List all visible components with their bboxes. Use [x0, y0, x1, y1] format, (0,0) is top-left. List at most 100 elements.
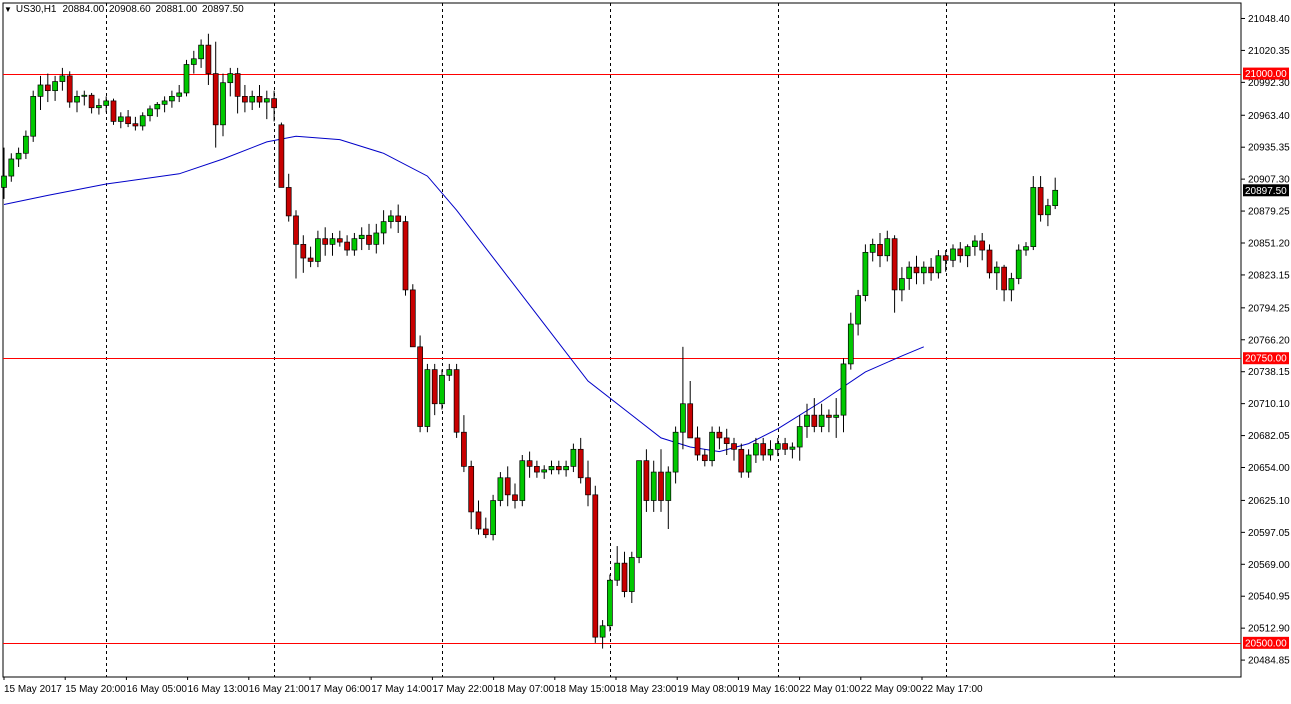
- candle-body: [972, 240, 978, 247]
- candle-body: [490, 500, 496, 536]
- x-tick-label: 18 May 23:00: [616, 684, 677, 695]
- low-value: 20881.00: [155, 4, 198, 15]
- candle-body: [753, 443, 759, 456]
- candle-body: [716, 431, 723, 439]
- candle-body: [789, 446, 796, 450]
- candle-body: [139, 115, 146, 127]
- y-tick-label: 20907.30: [1248, 175, 1290, 186]
- x-tick-label: 18 May 15:00: [555, 684, 616, 695]
- candle-body: [950, 248, 956, 261]
- candle-body: [431, 369, 438, 405]
- open-value: 20884.00: [62, 4, 105, 15]
- candle-body: [563, 466, 569, 471]
- candle-body: [409, 289, 416, 348]
- candle-body: [278, 124, 285, 188]
- y-tick-label: 20682.05: [1248, 431, 1290, 442]
- candle-body: [329, 238, 336, 245]
- candle-body: [833, 414, 840, 418]
- candle-body: [315, 238, 321, 262]
- candle-body: [621, 562, 628, 592]
- candles-group: [1, 33, 1059, 649]
- candle-body: [44, 84, 51, 92]
- x-tick-label: 15 May 20:00: [65, 684, 126, 695]
- y-tick-label: 20597.05: [1248, 528, 1290, 539]
- candle-body: [424, 369, 431, 427]
- candle-body: [446, 369, 453, 376]
- candle-body: [796, 426, 803, 448]
- y-tick-label: 21020.35: [1248, 46, 1290, 57]
- chart-header: ▼ US30,H1 20884.00 20908.60 20881.00 20897…: [4, 4, 246, 15]
- y-tick-label: 20540.95: [1248, 592, 1290, 603]
- x-tick-label: 22 May 17:00: [922, 684, 983, 695]
- candle-body: [913, 266, 920, 274]
- candle-body: [665, 471, 672, 501]
- level-price-label: 20500.00: [1245, 638, 1287, 649]
- candle-body: [453, 369, 460, 433]
- candle-body: [366, 234, 372, 245]
- high-value: 20908.60: [109, 4, 151, 15]
- candle-body: [256, 96, 263, 103]
- candle-body: [1052, 189, 1059, 207]
- candle-body: [847, 323, 854, 365]
- candle-body: [322, 238, 329, 245]
- level-price-tag: [1243, 636, 1289, 649]
- candle-body: [577, 448, 584, 479]
- x-tick-label: 15 May 2017: [4, 684, 62, 695]
- candle-body: [125, 116, 131, 125]
- candle-body: [468, 466, 475, 513]
- x-tick-label: 19 May 16:00: [738, 684, 799, 695]
- candle-body: [351, 238, 358, 251]
- candle-body: [964, 246, 971, 257]
- y-tick-label: 20710.10: [1248, 399, 1290, 410]
- candle-body: [227, 73, 234, 84]
- candle-body: [132, 123, 139, 127]
- candle-body: [15, 152, 22, 160]
- candle-body: [986, 249, 993, 274]
- candle-body: [220, 82, 226, 126]
- candle-body: [285, 187, 292, 217]
- candle-body: [439, 374, 445, 405]
- candle-body: [81, 94, 88, 97]
- x-tick-label: 22 May 01:00: [800, 684, 861, 695]
- candle-body: [497, 477, 504, 501]
- candle-body: [1030, 187, 1037, 247]
- candle-body: [607, 579, 613, 627]
- x-tick-label: 17 May 06:00: [310, 684, 371, 695]
- candle-body: [198, 44, 204, 60]
- candle-body: [840, 363, 847, 416]
- candle-body: [461, 431, 467, 467]
- triangle-down-icon[interactable]: ▼: [4, 5, 12, 14]
- symbol-label: US30,H1: [15, 4, 57, 15]
- candle-body: [993, 266, 1000, 274]
- candle-body: [205, 44, 212, 74]
- x-tick-label: 19 May 08:00: [677, 684, 738, 695]
- candle-body: [570, 448, 577, 467]
- y-tick-label: 20963.40: [1248, 111, 1290, 122]
- candle-body: [336, 238, 343, 243]
- level-price-tag: [1243, 67, 1289, 80]
- candle-body: [782, 443, 788, 450]
- candle-body: [74, 96, 80, 103]
- candle-body: [957, 248, 964, 257]
- x-tick-label: 16 May 21:00: [249, 684, 310, 695]
- candle-body: [731, 443, 737, 450]
- x-tick-label: 22 May 09:00: [861, 684, 922, 695]
- x-tick-label: 17 May 22:00: [432, 684, 493, 695]
- candle-body: [585, 477, 591, 496]
- candle-body: [738, 448, 745, 473]
- candle-body: [154, 103, 161, 110]
- candle-body: [687, 403, 694, 439]
- candle-body: [818, 414, 825, 427]
- candle-body: [899, 278, 905, 291]
- candle-body: [417, 346, 423, 427]
- candle-body: [161, 100, 168, 105]
- candle-body: [534, 466, 540, 473]
- candle-body: [1037, 187, 1044, 216]
- candle-body: [37, 84, 44, 97]
- y-tick-label: 20484.85: [1248, 656, 1290, 667]
- y-tick-label: 20935.35: [1248, 143, 1290, 154]
- candle-body: [928, 266, 934, 274]
- candle-body: [388, 215, 394, 222]
